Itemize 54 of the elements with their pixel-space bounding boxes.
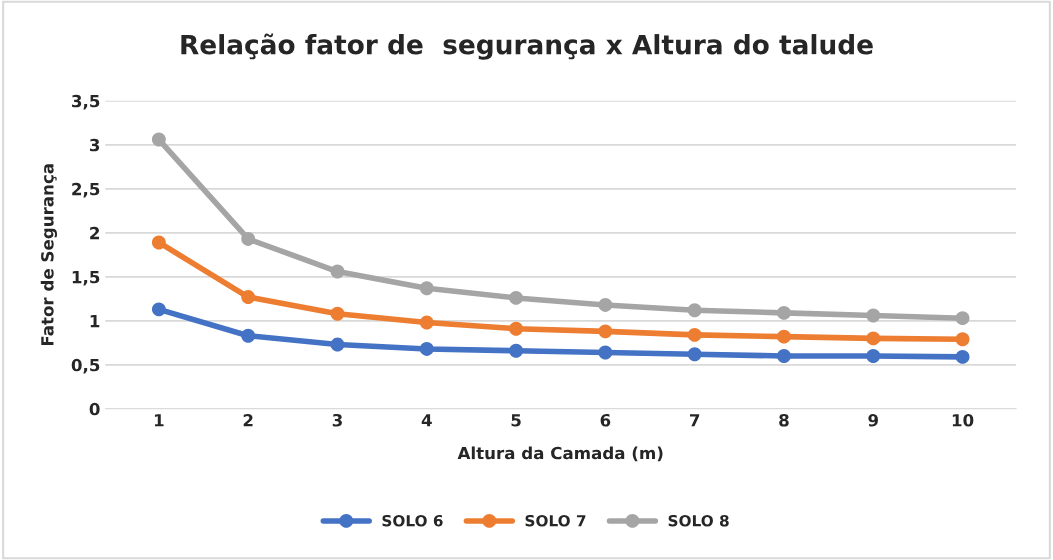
point	[955, 349, 970, 364]
x-tick-label: 9	[868, 413, 878, 427]
point	[777, 349, 791, 363]
point	[509, 343, 524, 358]
x-tick-label: 3	[332, 413, 342, 427]
x-tick-label: 1	[154, 414, 164, 427]
point	[866, 349, 881, 363]
point	[955, 311, 970, 326]
x-tick-label: 8	[779, 413, 789, 427]
y-tick-label: 3,5	[72, 94, 100, 110]
point	[419, 342, 434, 356]
point	[598, 324, 613, 339]
point	[777, 305, 791, 320]
point	[598, 345, 613, 360]
y-tick-label: 2	[90, 226, 99, 240]
point	[777, 329, 791, 344]
point	[509, 290, 524, 305]
x-tick-label: 10	[952, 413, 974, 427]
y-tick-label: 0,5	[71, 358, 100, 374]
point	[598, 298, 613, 312]
y-axis-title: Fator de Segurança	[40, 164, 58, 346]
x-tick-label: 6	[600, 413, 611, 427]
point	[955, 332, 970, 347]
point	[151, 132, 166, 147]
x-tick-label: 5	[511, 414, 521, 427]
legend-label: SOLO 6	[382, 514, 443, 527]
point	[687, 303, 702, 318]
point	[330, 264, 345, 279]
point	[419, 281, 434, 296]
y-tick-label: 2,5	[72, 182, 100, 198]
x-tick-label: 7	[689, 414, 700, 427]
point	[241, 232, 256, 246]
point	[687, 347, 702, 362]
y-tick-label: 1	[90, 314, 100, 328]
point	[151, 235, 166, 250]
y-tick-label: 0	[89, 402, 100, 416]
point	[241, 290, 256, 304]
y-tick-label: 1,5	[72, 270, 100, 286]
point	[330, 306, 345, 321]
legend-label: SOLO 7	[525, 514, 586, 527]
x-axis-title: Altura da Camada (m)	[457, 446, 663, 462]
legend-label: SOLO 8	[668, 514, 729, 527]
x-tick-label: 2	[243, 413, 253, 427]
point	[241, 328, 256, 343]
point	[687, 327, 702, 342]
y-tick-label: 3	[89, 138, 100, 152]
point	[509, 321, 524, 336]
point	[866, 308, 881, 323]
point	[419, 315, 434, 330]
point	[151, 302, 166, 317]
x-tick-label: 4	[421, 414, 432, 427]
chart-title: Relação fator de segurança x Altura do talude	[181, 33, 873, 60]
point	[866, 331, 881, 346]
point	[330, 337, 345, 352]
